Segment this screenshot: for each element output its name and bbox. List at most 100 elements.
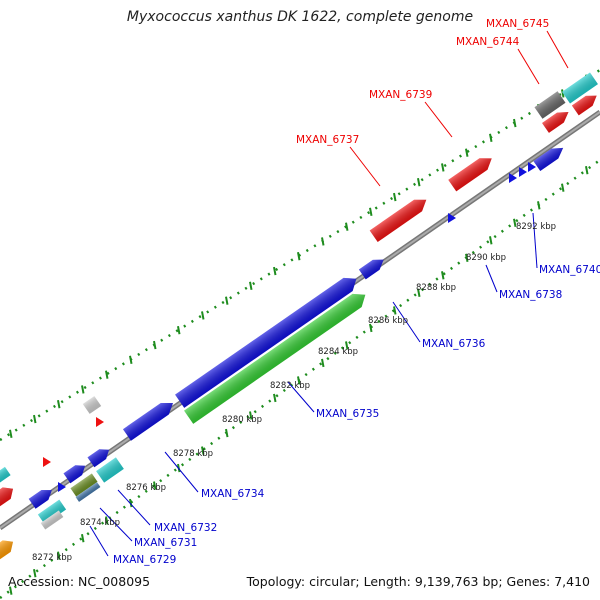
gene-label-mxan-6740[interactable]: MXAN_6740: [539, 264, 600, 276]
gene-shade: [0, 487, 14, 508]
tick-mark: [225, 428, 229, 438]
kbp-label: 8288 kbp: [416, 283, 456, 293]
gene-box-mxan-6729[interactable]: [37, 499, 67, 525]
gene-shade: [28, 490, 52, 509]
gene-label-mxan-6736[interactable]: MXAN_6736: [422, 338, 486, 350]
tick-mark: [561, 89, 565, 98]
inner-dotted-track: [0, 158, 600, 600]
tick-mark: [393, 306, 397, 315]
leader-line: [99, 507, 133, 542]
gene-box[interactable]: [0, 466, 11, 484]
gene-label-mxan-6735[interactable]: MXAN_6735: [316, 408, 379, 420]
gene-label-mxan-6738[interactable]: MXAN_6738: [499, 289, 562, 301]
gene-label-mxan-6744[interactable]: MXAN_6744: [456, 36, 520, 48]
tick-mark: [345, 222, 349, 231]
gene-shade: [82, 396, 102, 414]
gene-box-mxan-6744[interactable]: [534, 91, 566, 119]
tick-mark: [513, 118, 517, 128]
tick-mark: [297, 252, 301, 261]
gene-arrow-mxan-6735[interactable]: [184, 288, 370, 424]
tick-mark: [81, 385, 85, 394]
gene-arrow-mxan-6737[interactable]: [369, 194, 431, 242]
tick-mark: [273, 393, 277, 403]
gene-box[interactable]: [75, 482, 101, 502]
tick-mark: [129, 355, 133, 365]
gene-shade: [96, 457, 124, 483]
gene-box[interactable]: [40, 510, 64, 530]
tick-mark: [249, 411, 253, 420]
kbp-label: 8278 kbp: [173, 449, 213, 459]
small-gene-marker: [58, 482, 66, 492]
leader-line: [117, 489, 151, 526]
small-gene-marker: [43, 457, 51, 467]
gene-features: [0, 72, 600, 561]
gene-arrow[interactable]: [571, 91, 600, 116]
gene-arrow[interactable]: [0, 483, 17, 508]
outer-dotted-track: [0, 68, 600, 442]
gene-box-mxan-6732[interactable]: [70, 473, 98, 497]
map-title: Myxococcus xanthus DK 1622, complete gen…: [126, 9, 474, 25]
gene-shade: [184, 293, 366, 424]
gene-label-mxan-6731[interactable]: MXAN_6731: [134, 537, 197, 549]
tick-mark: [249, 281, 253, 291]
tick-mark: [153, 481, 157, 490]
leader-line: [349, 146, 381, 187]
gene-shade: [175, 277, 357, 408]
leader-line: [424, 101, 453, 138]
tick-mark: [417, 178, 421, 187]
tick-mark: [273, 266, 277, 276]
gene-label-mxan-6734[interactable]: MXAN_6734: [201, 488, 265, 500]
tick-mark: [465, 253, 469, 263]
gene-box-mxan-6745[interactable]: [562, 72, 598, 104]
gene-box[interactable]: [82, 396, 102, 414]
kbp-label: 8280 kbp: [222, 415, 262, 425]
gene-shade: [87, 449, 110, 468]
gene-arrow[interactable]: [63, 461, 89, 484]
tick-mark: [441, 163, 445, 172]
tick-mark: [489, 133, 493, 143]
gene-shade: [75, 482, 101, 502]
leader-line: [485, 264, 498, 293]
tick-mark: [345, 341, 349, 350]
gene-arrow-mxan-6740[interactable]: [533, 143, 566, 172]
kbp-labels: 8272 kbp 8274 kbp 8276 kbp 8278 kbp 8280…: [32, 222, 556, 563]
gene-arrow-mxan-6739[interactable]: [448, 153, 495, 192]
tick-mark: [297, 376, 301, 385]
gene-arrow[interactable]: [542, 107, 572, 133]
gene-label-mxan-6745[interactable]: MXAN_6745: [486, 18, 549, 30]
gene-box[interactable]: [96, 457, 124, 483]
gene-arrow[interactable]: [28, 485, 56, 509]
kbp-label: 8286 kbp: [368, 316, 408, 326]
gene-arrow[interactable]: [87, 445, 113, 468]
kbp-label: 8292 kbp: [516, 222, 556, 232]
tick-mark: [321, 237, 325, 246]
gene-shade: [358, 259, 384, 280]
gene-arrow-mxan-6736[interactable]: [358, 255, 387, 280]
gene-label-mxan-6739[interactable]: MXAN_6739: [369, 89, 432, 101]
tick-mark: [321, 358, 325, 368]
label-leader-lines: [89, 30, 569, 557]
tick-mark: [393, 192, 397, 202]
tick-mark: [177, 326, 181, 335]
leader-line: [532, 212, 538, 269]
tick-mark: [441, 271, 445, 280]
tick-mark: [33, 568, 37, 578]
accession-text: Accession: NC_008095: [8, 574, 151, 589]
tick-mark: [105, 370, 109, 379]
gene-label-mxan-6737[interactable]: MXAN_6737: [296, 134, 359, 146]
gene-arrow[interactable]: [123, 397, 177, 441]
gene-label-mxan-6729[interactable]: MXAN_6729: [113, 554, 176, 566]
tick-mark: [513, 218, 517, 227]
outer-gene-labels: MXAN_6737 MXAN_6739 MXAN_6744 MXAN_6745: [296, 18, 549, 146]
gene-shade: [63, 465, 86, 484]
gene-shade: [40, 510, 64, 530]
tick-mark: [153, 340, 157, 350]
gene-label-mxan-6732[interactable]: MXAN_6732: [154, 522, 217, 534]
gene-arrow-mxan-6734[interactable]: [175, 272, 361, 408]
gene-shade: [562, 72, 598, 104]
leader-line: [517, 48, 540, 85]
gene-shade: [542, 112, 569, 133]
tick-mark: [129, 498, 133, 508]
gene-arrow[interactable]: [0, 536, 17, 561]
